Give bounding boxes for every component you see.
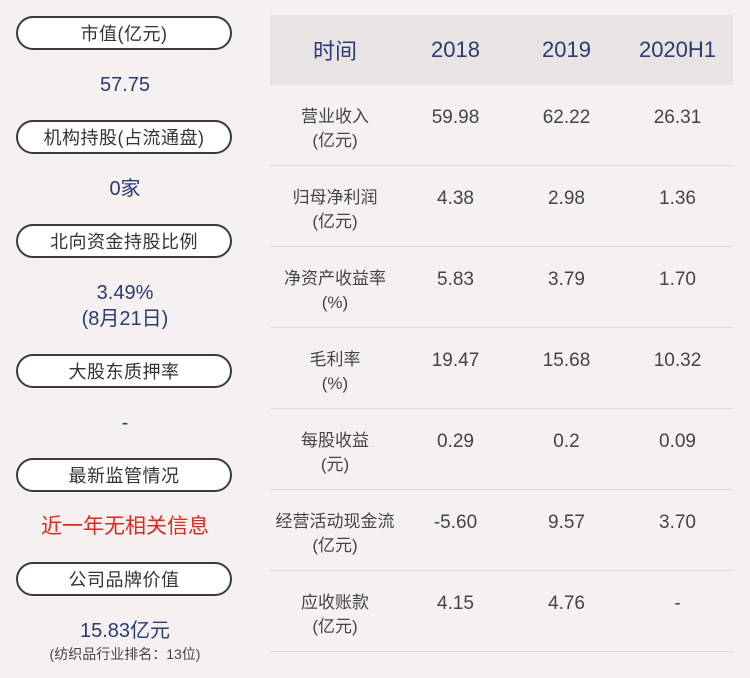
row-label: 归母净利润 (亿元) [292,188,378,231]
table-row: 经营活动现金流 (亿元) -5.60 9.57 3.70 [270,490,733,571]
institutional-holding-value: 0家 [109,178,141,200]
cell-value: 5.83 [437,269,474,290]
table-row: 归母净利润 (亿元) 4.38 2.98 1.36 [270,166,733,247]
cell-value: 9.57 [548,512,585,533]
cell-value: 26.31 [653,107,702,128]
table-row: 净资产收益率 (%) 5.83 3.79 1.70 [270,247,733,328]
brand-value-value: 15.83亿元 [79,620,171,642]
row-label: 营业收入 (亿元) [301,107,369,150]
left-panel: 市值(亿元) 57.75 机构持股(占流通盘) 0家 北向资金持股比例 3.49… [0,0,250,678]
cell-value: 0.09 [659,431,696,452]
table-row: 每股收益 (元) 0.29 0.2 0.09 [270,409,733,490]
cell-value: - [674,593,681,614]
cell-value: 62.22 [542,107,591,128]
market-cap-value: 57.75 [99,74,151,96]
row-label: 毛利率 (%) [309,350,361,393]
cell-value: 4.38 [437,188,474,209]
row-label: 经营活动现金流 (亿元) [275,512,395,555]
regulatory-status-label: 最新监管情况 [16,458,232,492]
header-2020h1: 2020H1 [638,37,717,62]
brand-value-rank-note: (纺织品行业排名：13位) [49,646,201,662]
cell-value: -5.60 [433,512,478,533]
table-row: 毛利率 (%) 19.47 15.68 10.32 [270,328,733,409]
cell-value: 15.68 [542,350,591,371]
brand-value-label: 公司品牌价值 [16,562,232,596]
header-2019: 2019 [542,37,591,62]
cell-value: 4.76 [548,593,585,614]
financial-table: 时间 2018 2019 2020H1 营业收入 (亿元) 59.98 62.22… [270,15,733,652]
pledge-rate-label: 大股东质押率 [16,354,232,388]
cell-value: 59.98 [431,107,480,128]
header-time: 时间 [312,39,357,64]
institutional-holding-label: 机构持股(占流通盘) [16,120,232,154]
cell-value: 0.29 [437,431,474,452]
table-row: 营业收入 (亿元) 59.98 62.22 26.31 [270,85,733,166]
row-label: 应收账款 (亿元) [301,593,369,636]
cell-value: 19.47 [431,350,480,371]
cell-value: 10.32 [653,350,702,371]
northbound-ratio-value: 3.49% [96,282,154,304]
cell-value: 2.98 [548,188,585,209]
table-header: 时间 2018 2019 2020H1 [270,15,733,85]
cell-value: 0.2 [553,431,580,452]
row-label: 净资产收益率 (%) [284,269,386,312]
cell-value: 3.79 [548,269,585,290]
cell-value: 1.70 [659,269,696,290]
market-cap-label: 市值(亿元) [16,16,232,50]
cell-value: 3.70 [659,512,696,533]
regulatory-status-value: 近一年无相关信息 [41,515,209,538]
northbound-ratio-date: (8月21日) [81,308,169,330]
cell-value: 4.15 [437,593,474,614]
header-2018: 2018 [431,37,480,62]
pledge-rate-value: - [121,412,129,434]
northbound-ratio-label: 北向资金持股比例 [16,224,232,258]
row-label: 每股收益 (元) [301,431,369,474]
cell-value: 1.36 [659,188,696,209]
table-row: 应收账款 (亿元) 4.15 4.76 - [270,571,733,652]
